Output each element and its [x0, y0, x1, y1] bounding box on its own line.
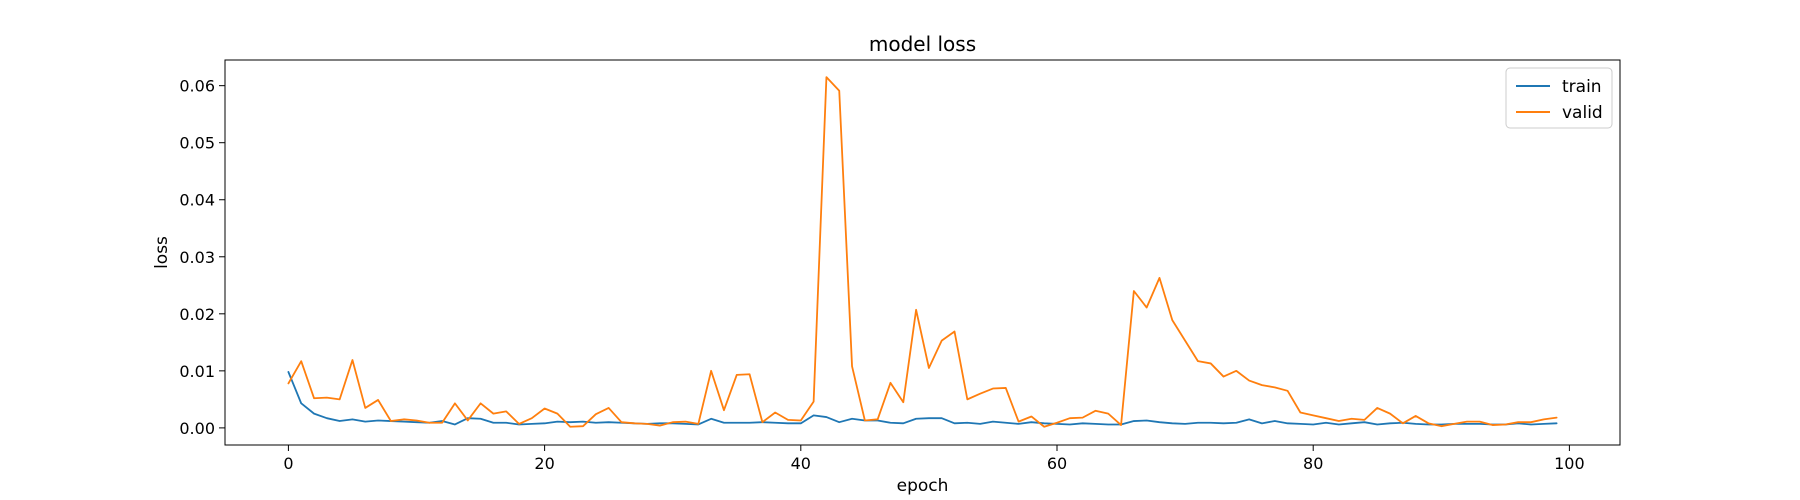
y-axis-label: loss: [152, 236, 172, 269]
plot-frame: [224, 59, 1621, 446]
plot-area: [287, 76, 1558, 428]
x-tick-label: 20: [534, 454, 554, 473]
y-tick-label: 0.03: [179, 248, 215, 267]
y-tick-label: 0.04: [179, 191, 215, 210]
legend-label-valid: valid: [1562, 103, 1603, 123]
y-tick-label: 0.00: [179, 419, 215, 438]
y-tick-label: 0.05: [179, 134, 215, 153]
x-tick-label: 100: [1554, 454, 1585, 473]
x-tick-label: 60: [1047, 454, 1067, 473]
axes: 0 20 40 60 80 100 0.00 0.01 0.02 0.03 0.04 0.05 0.06: [179, 59, 1621, 473]
y-tick-label: 0.06: [179, 77, 215, 96]
x-tick-label: 80: [1303, 454, 1323, 473]
x-axis-label: epoch: [897, 476, 949, 496]
series-line-train: [287, 371, 1558, 426]
x-tick-label: 40: [791, 454, 811, 473]
series-line-valid: [287, 76, 1558, 428]
chart-title: model loss: [869, 32, 976, 56]
legend: train valid: [1505, 67, 1613, 129]
y-tick-label: 0.01: [179, 362, 215, 381]
legend-label-train: train: [1562, 77, 1602, 97]
y-tick-label: 0.02: [179, 305, 215, 324]
x-tick-label: 0: [283, 454, 293, 473]
